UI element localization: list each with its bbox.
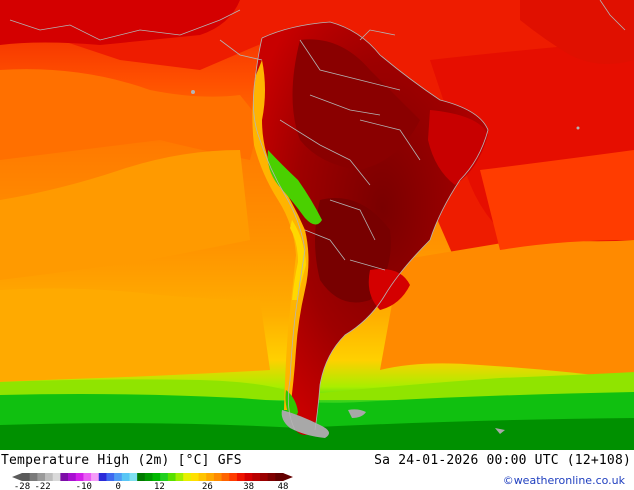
falklands bbox=[348, 409, 366, 418]
legend-tick-label: 48 bbox=[278, 482, 289, 490]
legend-swatch bbox=[259, 473, 269, 481]
southern-cool-band bbox=[0, 372, 634, 400]
legend-swatch bbox=[244, 473, 253, 481]
andes-yellow-ridge bbox=[290, 220, 306, 300]
legend-tick-label: 0 bbox=[115, 482, 120, 490]
galapagos-islands bbox=[191, 90, 195, 94]
legend-swatches bbox=[12, 473, 293, 481]
credit-link[interactable]: ©weatheronline.co.uk bbox=[502, 474, 625, 487]
legend-tick-label: 38 bbox=[243, 482, 254, 490]
legend-swatch bbox=[129, 473, 138, 481]
legend-swatch bbox=[152, 473, 161, 481]
legend-labels: -28 -22 -10 0 12 26 38 48 bbox=[14, 482, 289, 490]
map-title: Temperature High (2m) [°C] GFS bbox=[1, 453, 242, 468]
legend-swatch bbox=[160, 473, 169, 481]
legend-tick-label: -22 bbox=[34, 482, 50, 490]
legend-swatch bbox=[252, 473, 261, 481]
legend-swatch bbox=[221, 473, 230, 481]
legend-tick-label: -10 bbox=[76, 482, 92, 490]
legend-swatch bbox=[236, 473, 246, 481]
legend-swatch bbox=[206, 473, 215, 481]
legend-tick-label: -28 bbox=[14, 482, 30, 490]
legend-swatch bbox=[275, 473, 284, 481]
amazon-hotspot bbox=[292, 39, 420, 170]
legend-swatch bbox=[83, 473, 92, 481]
south-georgia bbox=[495, 428, 505, 434]
legend-swatch bbox=[106, 473, 115, 481]
uruguay-red bbox=[368, 269, 410, 310]
map-footer: Temperature High (2m) [°C] GFS Sa 24-01-… bbox=[0, 450, 634, 490]
forecast-datetime: Sa 24-01-2026 00:00 UTC (12+108) bbox=[374, 453, 631, 468]
legend-swatch bbox=[175, 473, 184, 481]
country-borders bbox=[9, 0, 626, 431]
legend-swatch bbox=[91, 473, 100, 481]
legend-min-arrow bbox=[12, 473, 22, 481]
tierra-del-fuego bbox=[281, 410, 329, 438]
st-helena-island bbox=[576, 126, 580, 130]
legend-max-arrow bbox=[283, 473, 293, 481]
legend-swatch bbox=[75, 473, 84, 481]
legend-swatch bbox=[68, 473, 77, 481]
legend-swatch bbox=[45, 473, 54, 481]
legend-swatch bbox=[213, 473, 222, 481]
africa-coast-hot bbox=[520, 0, 634, 64]
caribbean-hot-patch bbox=[0, 0, 240, 45]
legend-swatch bbox=[229, 473, 238, 481]
legend-swatch bbox=[29, 473, 38, 481]
andes-green-patch bbox=[267, 150, 322, 225]
legend-swatch bbox=[190, 473, 199, 481]
legend-swatch bbox=[22, 473, 31, 481]
legend-swatch bbox=[183, 473, 192, 481]
legend-swatch bbox=[114, 473, 123, 481]
legend-swatch bbox=[198, 473, 207, 481]
legend-swatch bbox=[37, 473, 46, 481]
color-legend: -28 -22 -10 0 12 26 38 48 bbox=[12, 473, 293, 490]
legend-swatch bbox=[267, 473, 276, 481]
east-pacific-orange bbox=[0, 69, 260, 160]
legend-swatch bbox=[60, 473, 69, 481]
legend-swatch bbox=[98, 473, 107, 481]
west-pacific-yellow bbox=[0, 150, 250, 280]
south-atlantic-orange bbox=[380, 230, 634, 380]
legend-tick-label: 12 bbox=[154, 482, 165, 490]
legend-swatch bbox=[144, 473, 153, 481]
south-pacific-yellow bbox=[0, 288, 270, 382]
legend-swatch bbox=[121, 473, 130, 481]
legend-swatch bbox=[137, 473, 146, 481]
legend-swatch bbox=[52, 473, 61, 481]
atlantic-orange-tongue bbox=[480, 150, 634, 250]
brazil-east-red bbox=[428, 110, 488, 185]
temperature-map bbox=[0, 0, 634, 450]
legend-swatch bbox=[167, 473, 176, 481]
legend-tick-label: 26 bbox=[202, 482, 213, 490]
